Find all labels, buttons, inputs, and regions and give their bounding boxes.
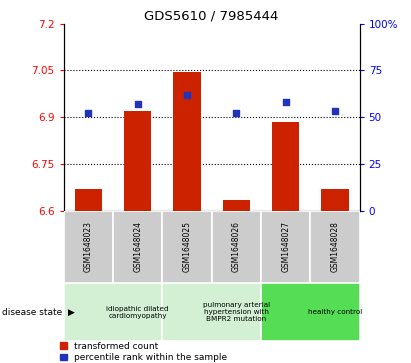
Bar [223,200,250,211]
Bar [272,122,299,211]
Bar [124,111,151,211]
Text: GSM1648027: GSM1648027 [281,221,290,272]
Text: idiopathic dilated
cardiomyopathy: idiopathic dilated cardiomyopathy [106,306,169,319]
Bar [310,211,360,283]
Bar [261,211,310,283]
Text: GSM1648023: GSM1648023 [84,221,93,272]
Bar [261,283,360,341]
Text: disease state  ▶: disease state ▶ [2,308,75,317]
Bar [162,283,261,341]
Bar [113,211,162,283]
Bar [75,189,102,211]
Point [233,110,240,116]
Bar [64,211,113,283]
Bar [212,211,261,283]
Bar [321,189,349,211]
Bar [64,283,162,341]
Point [282,99,289,105]
Text: GSM1648025: GSM1648025 [182,221,192,272]
Text: healthy control: healthy control [308,309,362,315]
Bar [162,211,212,283]
Legend: transformed count, percentile rank within the sample: transformed count, percentile rank withi… [60,342,228,363]
Bar [173,72,201,211]
Title: GDS5610 / 7985444: GDS5610 / 7985444 [145,9,279,23]
Text: pulmonary arterial
hypertension with
BMPR2 mutation: pulmonary arterial hypertension with BMP… [203,302,270,322]
Text: GSM1648026: GSM1648026 [232,221,241,272]
Point [134,101,141,107]
Text: GSM1648028: GSM1648028 [330,221,339,272]
Point [184,92,190,98]
Text: GSM1648024: GSM1648024 [133,221,142,272]
Point [332,109,338,114]
Point [85,110,92,116]
